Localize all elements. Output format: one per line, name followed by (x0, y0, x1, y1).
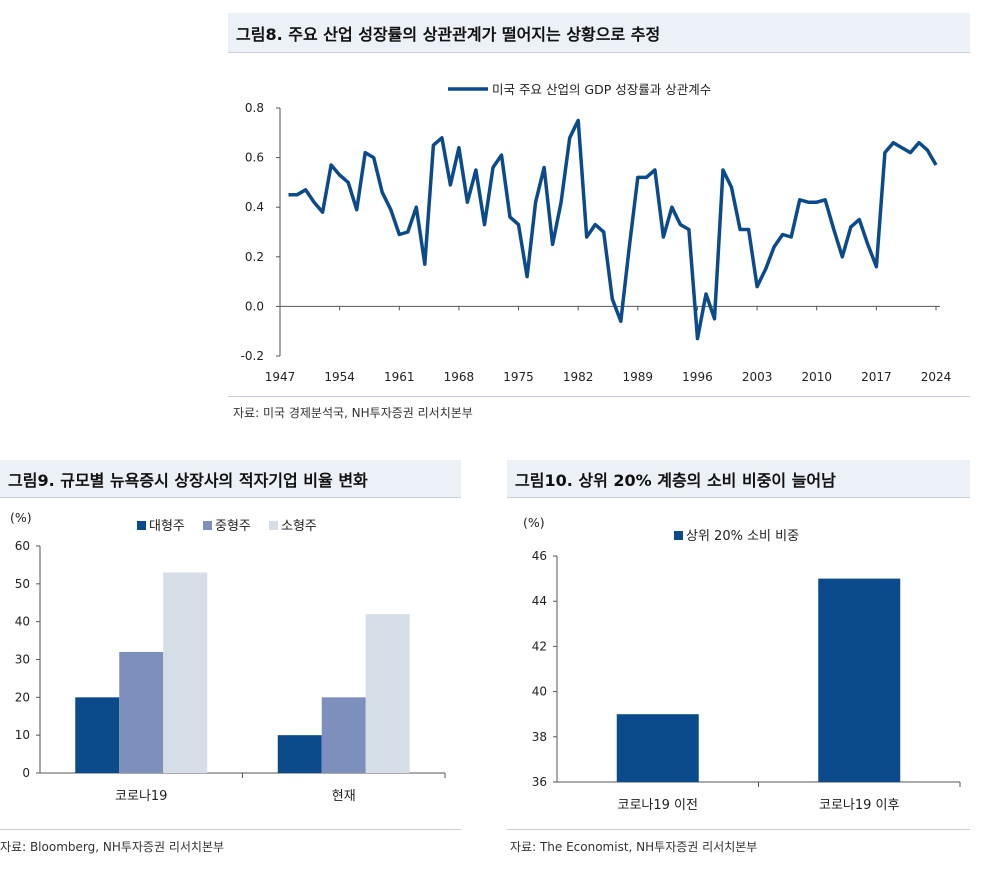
fig9-bar-chart: (%) 대형주 중형주 소형주 60 50 40 30 20 10 0 코로나19 현재 (10, 510, 446, 804)
fig10-y-tick-label: 42 (532, 639, 547, 653)
fig10-legend-swatch (674, 531, 683, 540)
fig10-y-tick-label: 38 (532, 730, 547, 744)
fig10-bar (818, 578, 901, 782)
fig8-y-tick-label: -0.2 (241, 349, 264, 363)
fig9-bar (365, 614, 410, 773)
fig9-legend-swatch (269, 521, 278, 530)
fig8-title: 그림8. 주요 산업 성장률의 상관관계가 떨어지는 상황으로 추정 (228, 13, 970, 53)
fig8-y-tick-label: 0.2 (245, 250, 264, 264)
fig8-y-tick-label: 0.6 (245, 151, 264, 165)
fig9-bar (163, 572, 208, 773)
fig8-y-tick-label: 0.4 (245, 200, 264, 214)
fig8-legend: 미국 주요 산업의 GDP 성장률과 상관계수 (448, 82, 711, 97)
fig9-legend-swatch (203, 521, 212, 530)
fig10-y-tick-label: 46 (532, 549, 547, 563)
fig8-x-tick-label: 1947 (265, 370, 296, 384)
fig9-y-tick-label: 10 (15, 728, 30, 742)
fig8-series-line (288, 118, 938, 341)
fig8-x-tick-label: 1954 (324, 370, 355, 384)
fig10-legend: 상위 20% 소비 비중 (674, 529, 799, 544)
fig8-source-rule (228, 396, 970, 397)
fig9-y-tick-label: 0 (22, 766, 30, 780)
fig8-x-tick-label: 2024 (921, 370, 952, 384)
fig10-x-label: 코로나19 이전 (618, 798, 698, 813)
fig10-source: 자료: The Economist, NH투자증권 리서치본부 (510, 840, 758, 854)
fig9-y-tick-label: 50 (15, 577, 30, 591)
fig9-legend-swatch (137, 521, 146, 530)
fig9-x-label: 코로나19 (115, 789, 167, 804)
fig8-x-tick-label: 2003 (742, 370, 773, 384)
fig9-y-tick-label: 20 (15, 690, 30, 704)
fig10-y-tick-label: 44 (532, 594, 547, 608)
fig10-title-text: 그림10. 상위 20% 계층의 소비 비중이 늘어남 (515, 470, 836, 490)
fig9-x-label: 현재 (332, 789, 356, 804)
fig9-source: 자료: Bloomberg, NH투자증권 리서치본부 (0, 840, 225, 854)
fig8-y-tick-label: 0.0 (245, 299, 264, 313)
fig9-y-tick-label: 30 (15, 653, 30, 667)
fig9-legend-label: 중형주 (215, 519, 251, 534)
fig10-y-tick-label: 40 (532, 685, 547, 699)
fig9-bar (277, 735, 322, 773)
fig9-legend-label: 대형주 (149, 519, 185, 534)
fig9-source-rule (0, 829, 461, 830)
fig8-line-chart: 미국 주요 산업의 GDP 성장률과 상관계수 0.8 0.6 0.4 0.2 0.0 -… (241, 82, 952, 384)
fig10-bar-chart: (%) 상위 20% 소비 비중 46 44 42 40 38 36 코로나19 이전 코로… (523, 515, 961, 813)
fig9-legend-label: 소형주 (281, 519, 317, 534)
fig8-x-tick-label: 1996 (682, 370, 713, 384)
fig8-x-tick-label: 1982 (563, 370, 594, 384)
fig10-legend-label: 상위 20% 소비 비중 (686, 529, 799, 544)
fig8-x-tick-label: 2017 (861, 370, 892, 384)
fig10-bar (616, 714, 699, 782)
fig9-title: 그림9. 규모별 뉴욕증시 상장사의 적자기업 비율 변화 (0, 460, 461, 498)
fig8-title-text: 그림8. 주요 산업 성장률의 상관관계가 떨어지는 상황으로 추정 (236, 24, 661, 44)
fig9-title-text: 그림9. 규모별 뉴욕증시 상장사의 적자기업 비율 변화 (8, 470, 368, 490)
fig10-title: 그림10. 상위 20% 계층의 소비 비중이 늘어남 (507, 460, 970, 498)
fig8-x-tick-label: 1968 (444, 370, 475, 384)
fig10-y-tick-label: 36 (532, 775, 547, 789)
fig8-y-tick-label: 0.8 (245, 101, 264, 115)
fig9-y-tick-label: 40 (15, 615, 30, 629)
fig10-x-label: 코로나19 이후 (819, 798, 900, 813)
fig10-source-rule (507, 829, 970, 830)
fig9-bar (119, 651, 164, 773)
fig8-source: 자료: 미국 경제분석국, NH투자증권 리서치본부 (233, 406, 473, 420)
fig8-x-tick-label: 1975 (503, 370, 534, 384)
fig8-x-tick-label: 1989 (623, 370, 654, 384)
fig8-legend-label: 미국 주요 산업의 GDP 성장률과 상관계수 (492, 82, 711, 97)
fig9-bar (321, 697, 366, 773)
fig9-legend: 대형주 중형주 소형주 (137, 519, 317, 534)
fig9-unit: (%) (10, 510, 32, 525)
fig9-bar (75, 697, 120, 773)
fig9-y-tick-label: 60 (15, 539, 30, 553)
fig8-x-tick-label: 2010 (801, 370, 832, 384)
fig10-unit: (%) (523, 515, 545, 530)
fig8-x-tick-label: 1961 (384, 370, 415, 384)
